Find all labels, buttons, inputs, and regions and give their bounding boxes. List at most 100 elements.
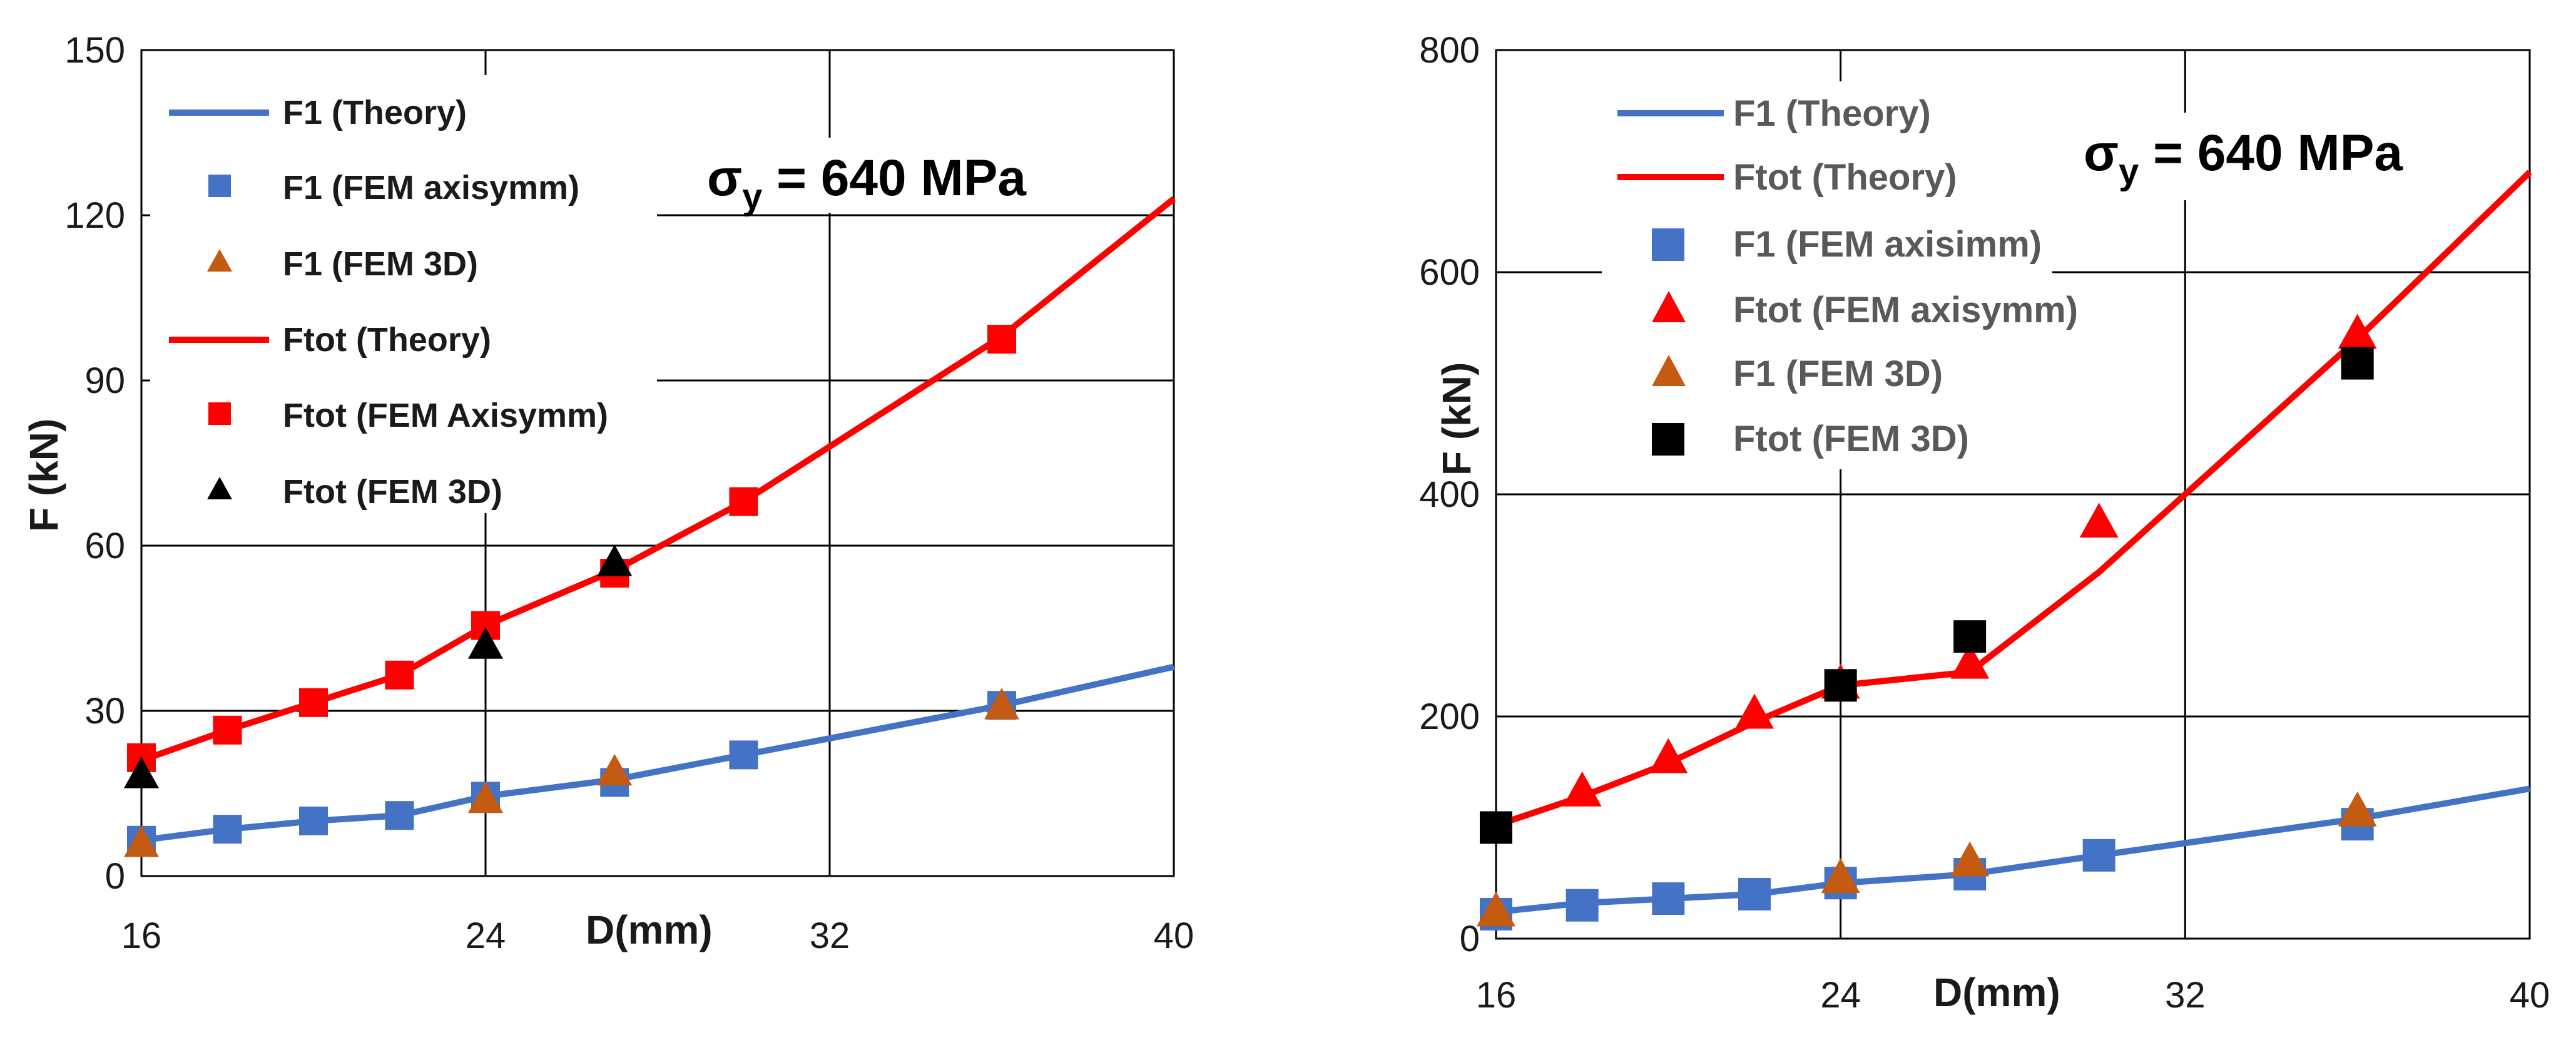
legend-item-4: Ftot (Theory) (169, 321, 491, 359)
marker-f1-fem-3d (124, 825, 159, 857)
legend-label: Ftot (Theory) (283, 321, 491, 359)
annotation-text: σy = 640 MPa (707, 150, 1027, 217)
annotation-background (2065, 113, 2453, 200)
marker-ftot-fem-axisymm (2079, 502, 2119, 538)
marker-f1-fem-3d (1477, 891, 1515, 927)
legend-label: F1 (FEM axisymm) (283, 169, 579, 206)
legend-label: F1 (FEM 3D) (1733, 354, 1943, 394)
y-axis-label: F (kN) (21, 419, 66, 532)
yield-stress-annotation: σy = 640 MPa (688, 138, 1101, 217)
marker-f1-fem-axisymm (299, 807, 328, 835)
legend-label: F1 (FEM 3D) (283, 245, 478, 283)
marker-ftot-fem-axisymm (1735, 693, 1774, 729)
chart-left: 0 30 60 90 120 150 16 24 32 40 F1 (Theory) F1 (FE… (21, 30, 1194, 956)
legend-item-6: Ftot (FEM 3D) (1652, 419, 1969, 459)
y-tick-label: 400 (1419, 474, 1480, 515)
marker-ftot-fem-axisymm (1562, 771, 1602, 807)
series-line-ftot-theory (1495, 170, 2532, 828)
y-axis-label: F (kN) (1434, 362, 1479, 476)
marker-ftot-fem-3d (468, 627, 503, 659)
legend-triangle-black (207, 477, 232, 499)
x-tick-label: 16 (121, 915, 162, 956)
marker-f1-fem-3d (1821, 858, 1860, 894)
x-axis-label: D(mm) (586, 907, 713, 952)
legend-item-4: Ftot (FEM axisymm) (1652, 290, 2078, 330)
marker-ftot-fem-axisymm (729, 487, 758, 516)
marker-ftot-fem-axisymm (1950, 643, 1990, 679)
marker-ftot-fem-3d (1824, 669, 1857, 702)
legend-item-3: F1 (FEM 3D) (207, 245, 478, 283)
marker-f1-fem-3d (2338, 791, 2377, 827)
legend-label: Ftot (FEM 3D) (283, 473, 502, 511)
annotation-text: σy = 640 MPa (2084, 125, 2403, 192)
legend-item-3: F1 (FEM axisimm) (1652, 224, 2042, 265)
legend: F1 (Theory) F1 (FEM axisymm) F1 (FEM 3D)… (150, 75, 657, 513)
marker-f1-fem-axisimm (1565, 889, 1599, 922)
legend-item-1: F1 (Theory) (1617, 93, 1931, 134)
legend-label: Ftot (Theory) (1733, 157, 1957, 198)
legend: F1 (Theory) Ftot (Theory) F1 (FEM axisim… (1602, 81, 2078, 469)
legend-label: F1 (Theory) (283, 94, 467, 131)
legend-square-blue (1652, 228, 1684, 261)
y-tick-label: 60 (84, 526, 125, 566)
marker-ftot-fem-axisymm (987, 325, 1016, 354)
legend-square-red (208, 402, 231, 425)
data-series (124, 196, 1176, 857)
marker-ftot-fem-axisymm (299, 688, 328, 717)
legend-item-6: Ftot (FEM 3D) (207, 473, 502, 511)
tick-labels: 0 200 400 600 800 16 24 32 40 (1419, 30, 2550, 1016)
marker-f1-fem-axisymm (213, 815, 242, 844)
marker-f1-fem-3d (984, 688, 1019, 720)
y-tick-label: 600 (1419, 252, 1480, 293)
yield-stress-annotation: σy = 640 MPa (2065, 113, 2453, 200)
y-tick-label: 200 (1419, 696, 1480, 737)
marker-f1-fem-3d (468, 781, 503, 813)
legend-item-2: F1 (FEM axisymm) (208, 169, 579, 206)
legend-label: Ftot (FEM 3D) (1733, 419, 1969, 459)
legend-triangle-orange (207, 249, 232, 272)
legend-triangle-red (1652, 291, 1686, 322)
y-tick-label: 120 (64, 195, 125, 236)
y-tick-label: 0 (1460, 919, 1480, 959)
legend-item-1: F1 (Theory) (169, 94, 467, 131)
chart-right: 0 200 400 600 800 16 24 32 40 F1 (Theory) Ftot (… (1419, 30, 2550, 1016)
marker-f1-fem-axisymm (385, 801, 414, 830)
marker-ftot-fem-axisymm (385, 660, 414, 690)
x-tick-label: 24 (466, 915, 506, 956)
marker-f1-fem-3d (597, 753, 633, 786)
marker-ftot-fem-axisymm (213, 715, 242, 745)
legend-background (150, 75, 657, 513)
x-tick-label: 24 (1820, 975, 1861, 1016)
x-tick-label: 32 (810, 915, 850, 956)
marker-f1-fem-axisimm (1738, 878, 1771, 910)
marker-f1-fem-axisimm (1652, 882, 1685, 915)
annotation-background (688, 138, 1101, 213)
marker-ftot-fem-3d (597, 544, 633, 576)
x-axis-label: D(mm) (1933, 970, 2060, 1015)
legend-label: F1 (FEM axisimm) (1733, 224, 2042, 265)
plot-frame (140, 49, 1175, 877)
y-tick-label: 0 (105, 856, 125, 897)
y-tick-label: 30 (84, 691, 125, 731)
legend-item-2: Ftot (Theory) (1617, 157, 1957, 198)
data-series (1477, 170, 2532, 930)
legend-item-5: F1 (FEM 3D) (1652, 354, 1943, 394)
y-tick-label: 800 (1419, 30, 1480, 71)
marker-f1-fem-axisimm (2082, 838, 2115, 872)
x-tick-label: 32 (2165, 975, 2206, 1016)
legend-label: F1 (Theory) (1733, 93, 1931, 134)
marker-ftot-fem-axisymm (1649, 738, 1688, 773)
legend-label: Ftot (FEM axisymm) (1733, 290, 2078, 330)
marker-ftot-fem-3d (1480, 811, 1512, 844)
x-tick-label: 40 (2510, 975, 2550, 1016)
marker-ftot-fem-3d (1953, 620, 1987, 653)
legend-square-black (1652, 423, 1684, 456)
legend-triangle-orange (1652, 355, 1686, 386)
x-tick-label: 16 (1476, 975, 1517, 1016)
marker-ftot-fem-3d (2341, 347, 2374, 380)
marker-f1-fem-axisymm (729, 740, 758, 770)
y-tick-label: 90 (84, 360, 125, 401)
x-tick-label: 40 (1154, 915, 1194, 956)
marker-ftot-fem-3d (124, 757, 159, 788)
